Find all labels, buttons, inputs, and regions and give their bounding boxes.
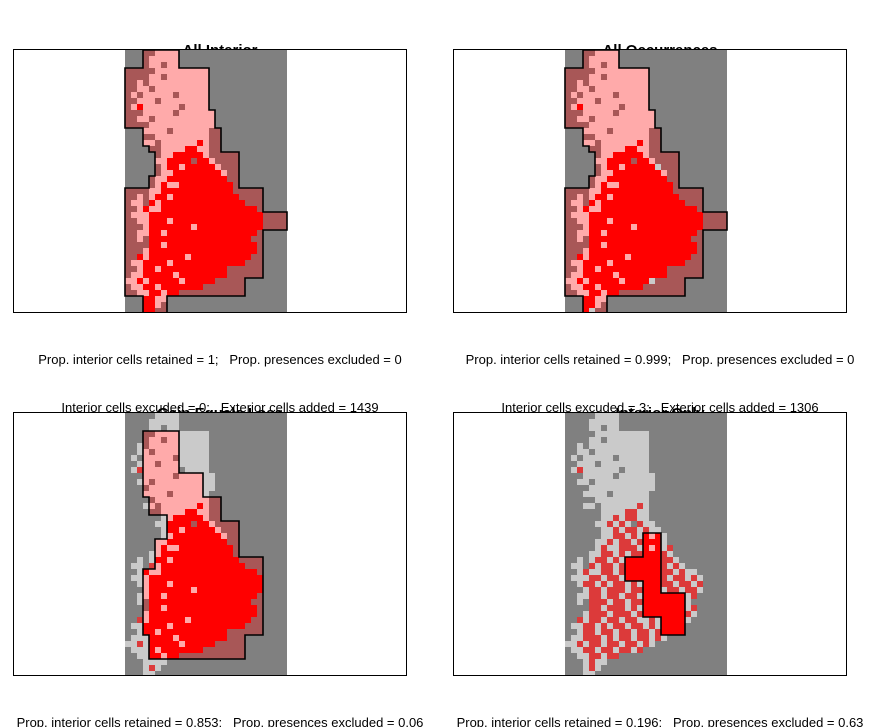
interior-polygon-outline [624,532,686,636]
panel-caption: Prop. interior cells retained = 1; Prop.… [0,320,440,448]
interior-polygon-outline [124,50,288,312]
panel-all-occurrences: All Occurrences Threshold = 0.04 Prop. i… [440,0,880,415]
map-plot-box [13,49,407,313]
map-plot [454,50,846,312]
panel-gain-equals-loss: Gain Equals Loss Threshold = 0.51 Prop. … [0,363,440,727]
caption-line1: Prop. interior cells retained = 0.853; P… [16,715,424,727]
caption-line1: Prop. interior cells retained = 0.196; P… [456,715,864,727]
panel-caption: Prop. interior cells retained = 0.999; P… [440,320,880,448]
raster-cells [565,413,703,675]
map-plot-box [453,49,847,313]
map-plot [454,413,846,675]
map-plot [14,50,406,312]
interior-polygon-outline [142,430,264,660]
caption-line1: Prop. interior cells retained = 1; Prop.… [38,352,402,367]
panel-interior-only: Interior Only Threshold = 1 Prop. interi… [440,363,880,727]
caption-line1: Prop. interior cells retained = 0.999; P… [465,352,855,367]
raster-cells [565,50,703,312]
map-plot-svg [124,50,288,312]
panel-caption: Prop. interior cells retained = 0.196; P… [440,683,880,727]
interior-polygon-fill [625,533,685,635]
panel-all-interior: All Interior Threshold = 0 Prop. interio… [0,0,440,415]
raster-cells [125,413,263,675]
map-plot [14,413,406,675]
caption-line2: Interior cells excuded = 3; Exterior cel… [501,400,819,415]
map-plot-svg [565,413,727,675]
raster-cells [125,50,263,312]
panel-caption: Prop. interior cells retained = 0.853; P… [0,683,440,727]
map-plot-box [453,412,847,676]
map-plot-box [13,412,407,676]
interior-polygon-outline [564,50,728,312]
map-plot-svg [564,50,728,312]
caption-line2: Interior cells excuded = 0; Exterior cel… [61,400,379,415]
map-plot-svg [125,413,287,675]
